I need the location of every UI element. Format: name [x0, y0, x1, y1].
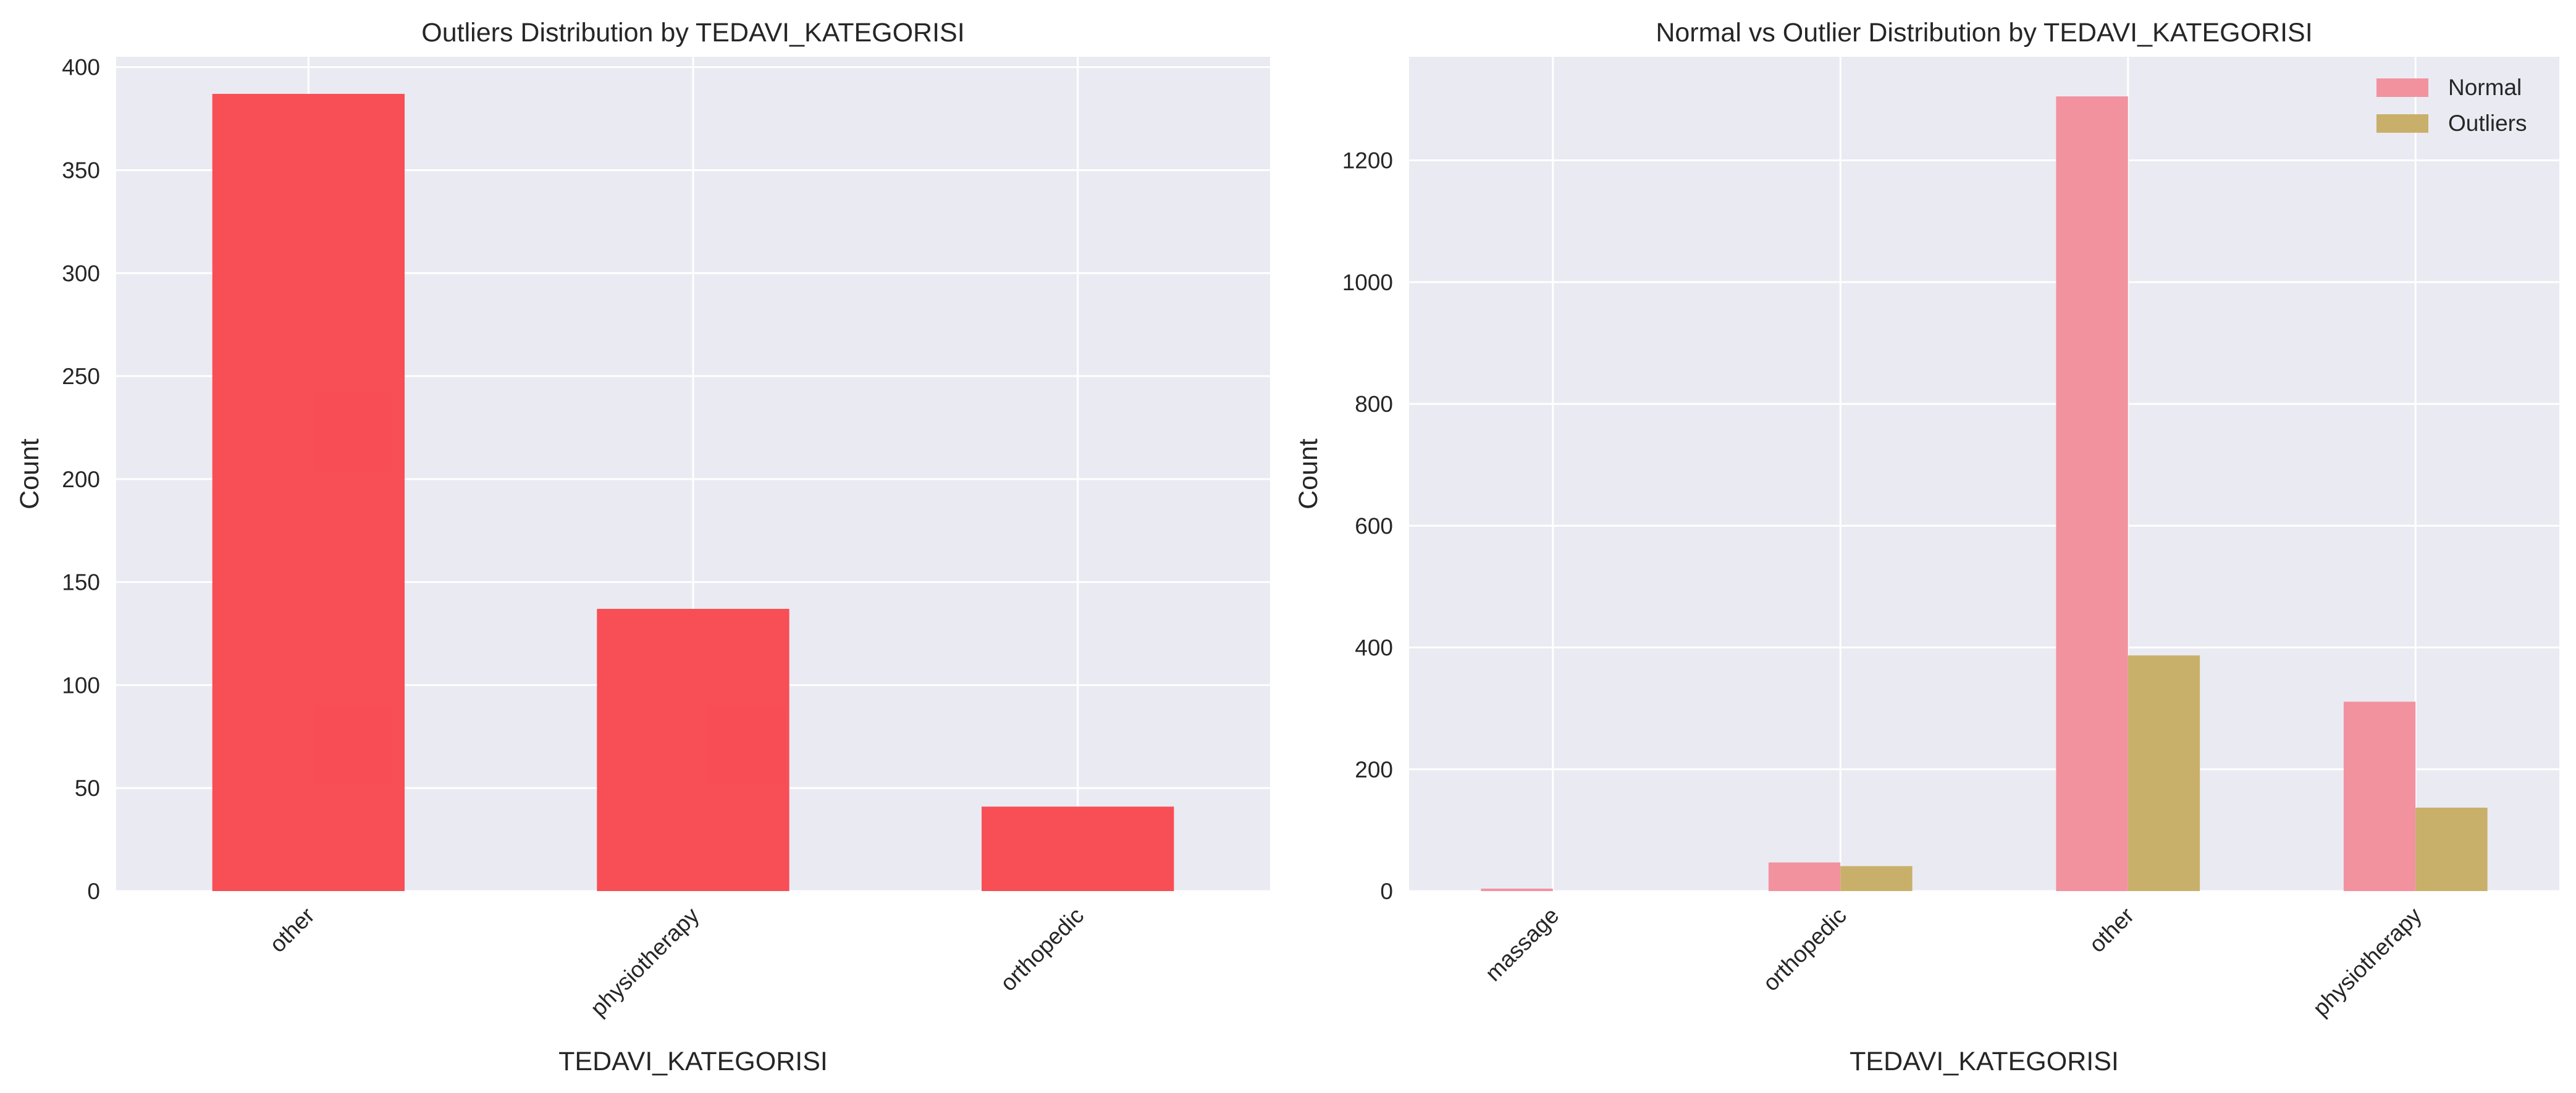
y-tick-label: 400: [62, 55, 100, 80]
legend-label-normal: Normal: [2448, 75, 2522, 100]
y-tick-label: 100: [62, 672, 100, 698]
x-tick-label-massage: massage: [1480, 903, 1564, 986]
bar-other: [212, 94, 405, 892]
chart-panel-2: 0 200 400 600 800 1000 1200 massage orthopedic ot…: [1294, 18, 2559, 1076]
y-axis-label: Count: [15, 438, 44, 509]
bar-normal-orthopedic: [1768, 862, 1841, 891]
x-tick-label-physiotherapy: physiotherapy: [586, 902, 704, 1021]
legend-swatch-normal: [2376, 78, 2428, 97]
y-tick-label: 600: [1355, 513, 1393, 538]
y-tick-label: 300: [62, 261, 100, 286]
bar-orthopedic: [982, 806, 1174, 891]
y-tick-label: 250: [62, 364, 100, 389]
bar-outliers-physiotherapy: [2415, 807, 2488, 891]
x-tick-label-physiotherapy: physiotherapy: [2308, 902, 2427, 1021]
legend-swatch-outliers: [2376, 114, 2428, 133]
y-tick-label: 0: [87, 879, 100, 904]
y-tick-label: 200: [1355, 757, 1393, 782]
y-tick-label: 0: [1380, 879, 1393, 904]
y-tick-label: 350: [62, 157, 100, 183]
legend-label-outliers: Outliers: [2448, 111, 2527, 136]
bar-physiotherapy: [597, 608, 789, 891]
y-tick-label: 200: [62, 467, 100, 492]
bar-normal-massage: [1481, 889, 1553, 891]
x-tick-label-orthopedic: orthopedic: [1758, 903, 1851, 996]
y-tick-label: 1200: [1342, 148, 1393, 174]
y-tick-label: 1000: [1342, 270, 1393, 295]
y-tick-label: 150: [62, 570, 100, 595]
x-axis-label: TEDAVI_KATEGORISI: [558, 1047, 828, 1076]
y-tick-label: 800: [1355, 392, 1393, 417]
y-axis-label: Count: [1294, 438, 1323, 509]
x-tick-label-other: other: [2084, 903, 2139, 958]
bar-normal-physiotherapy: [2343, 701, 2416, 891]
chart-panel-1: 0 50 100 150 200 250 300 350 400 other physiothera…: [15, 18, 1270, 1076]
x-tick-label-other: other: [264, 903, 319, 958]
x-axis-label: TEDAVI_KATEGORISI: [1850, 1047, 2119, 1076]
legend: Normal Outliers: [2376, 75, 2527, 136]
x-tick-label-orthopedic: orthopedic: [995, 903, 1088, 996]
bar-normal-other: [2056, 96, 2128, 892]
chart-title: Outliers Distribution by TEDAVI_KATEGORI…: [421, 18, 964, 48]
y-tick-label: 50: [75, 776, 100, 801]
bars: [1481, 96, 2488, 892]
bar-outliers-orthopedic: [1840, 866, 1913, 891]
bar-outliers-other: [2128, 655, 2200, 891]
bars: [212, 94, 1174, 892]
chart-title: Normal vs Outlier Distribution by TEDAVI…: [1656, 18, 2312, 48]
y-tick-label: 400: [1355, 635, 1393, 661]
